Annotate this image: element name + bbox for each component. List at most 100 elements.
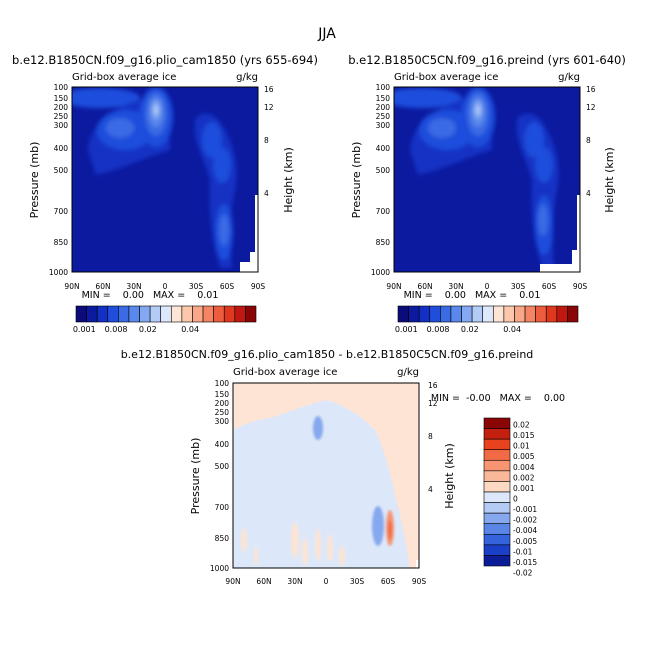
colorbar-swatch <box>213 305 225 323</box>
colorbar-swatch <box>524 305 536 323</box>
colorbar-swatch <box>545 305 558 323</box>
colorbar-swatch <box>483 491 511 503</box>
x-tick-label: 30N <box>126 282 141 291</box>
panel-c: b.e12.B1850CN.f09_g16.plio_cam1850 - b.e… <box>121 348 565 586</box>
colorbar-swatch <box>483 523 511 535</box>
x-tick-label: 90N <box>386 282 401 291</box>
colorbar-label: 0.008 <box>105 325 128 334</box>
colorbar-swatch <box>118 305 130 323</box>
panel-a-stats: MIN = 0.00 MAX = 0.01 <box>82 290 219 301</box>
panel-c-contours <box>233 383 419 568</box>
panel-b-stats: MIN = 0.00 MAX = 0.01 <box>404 290 541 301</box>
y-tick-label: 500 <box>376 166 391 175</box>
colorbar-label: 0.001 <box>73 325 96 334</box>
colorbar-swatch <box>461 305 473 323</box>
colorbar-swatch <box>483 481 511 493</box>
colorbar-label: 0.04 <box>181 325 199 334</box>
panel-a-frame <box>71 86 259 273</box>
panel-c-y2-axis: 16 12 8 4 <box>428 381 438 494</box>
x-tick-label: 0 <box>163 282 168 291</box>
colorbar-swatch <box>429 305 441 323</box>
colorbar-swatch <box>192 305 204 323</box>
y2-tick-label: 4 <box>586 189 591 198</box>
panel-c-frame <box>232 382 420 569</box>
y2-tick-label: 12 <box>586 103 596 112</box>
y2-tick-label: 8 <box>264 136 269 145</box>
panel-b-x-axis: 90N 60N 30N 0 30S 60S 90S <box>386 282 587 291</box>
y-tick-label: 250 <box>54 112 69 121</box>
x-tick-label: 30N <box>448 282 463 291</box>
y2-tick-label: 4 <box>428 485 433 494</box>
x-tick-label: 30S <box>350 577 365 586</box>
panel-a-x-axis: 90N 60N 30N 0 30S 60S 90S <box>64 282 265 291</box>
y2-tick-label: 12 <box>264 103 274 112</box>
colorbar-swatch <box>397 305 409 323</box>
colorbar-swatch <box>440 305 452 323</box>
y-tick-label: 100 <box>54 83 69 92</box>
panel-c-units: g/kg <box>397 367 419 378</box>
colorbar-label: -0.01 <box>513 547 533 556</box>
y2-tick-label: 16 <box>586 85 596 94</box>
panel-c-field-label: Grid-box average ice <box>233 367 337 378</box>
colorbar-swatch <box>139 305 151 323</box>
panel-c-y-axis: 100 150 200 250 300 400 500 700 850 1000 <box>210 379 229 573</box>
colorbar-label: 0.04 <box>503 325 521 334</box>
x-tick-label: 90S <box>573 282 588 291</box>
colorbar-label: -0.002 <box>513 516 537 525</box>
colorbar-swatch <box>483 470 511 482</box>
y-tick-label: 1000 <box>49 268 68 277</box>
colorbar-swatch <box>535 305 547 323</box>
x-tick-label: 90N <box>64 282 79 291</box>
y2-tick-label: 16 <box>428 381 438 390</box>
colorbar-swatch <box>483 428 511 440</box>
colorbar-a: 0.001 0.008 0.02 0.04 <box>73 305 257 334</box>
colorbar-swatch <box>483 417 511 429</box>
x-tick-label: 30S <box>511 282 526 291</box>
y-tick-label: 150 <box>215 390 230 399</box>
colorbar-swatch <box>223 305 236 323</box>
y-tick-label: 400 <box>215 440 230 449</box>
y2-tick-label: 12 <box>428 399 438 408</box>
colorbar-label: -0.005 <box>513 537 537 546</box>
y-tick-label: 150 <box>54 94 69 103</box>
colorbar-label: 0.02 <box>513 421 530 430</box>
colorbar-swatch <box>160 305 172 323</box>
panel-c-y-axis-title: Pressure (mb) <box>189 438 202 515</box>
x-tick-label: 60S <box>542 282 557 291</box>
y-tick-label: 700 <box>54 207 69 216</box>
colorbar-swatch <box>483 438 511 451</box>
panel-c-y2-axis-title: Height (km) <box>443 443 456 509</box>
colorbar-swatch <box>483 459 511 472</box>
colorbar-swatch <box>514 305 526 323</box>
panel-c-x-axis: 90N 60N 30N 0 30S 60S 90S <box>225 577 426 586</box>
colorbar-label: 0 <box>513 495 518 504</box>
y-tick-label: 700 <box>376 207 391 216</box>
y2-tick-label: 8 <box>586 136 591 145</box>
panel-b-units: g/kg <box>558 72 580 83</box>
colorbar-swatch <box>492 305 505 323</box>
y-tick-label: 850 <box>215 534 230 543</box>
panel-b-field-label: Grid-box average ice <box>394 72 498 83</box>
colorbar-swatch <box>202 305 214 323</box>
x-tick-label: 60N <box>417 282 432 291</box>
colorbar-label: 0.02 <box>139 325 157 334</box>
colorbar-label: -0.001 <box>513 505 537 514</box>
y-tick-label: 250 <box>376 112 391 121</box>
y-tick-label: 250 <box>215 408 230 417</box>
colorbar-label: 0.002 <box>513 473 535 482</box>
colorbar-label: 0.015 <box>513 431 535 440</box>
y-tick-label: 200 <box>215 399 230 408</box>
x-tick-label: 90S <box>412 577 427 586</box>
colorbar-swatch <box>128 305 140 323</box>
colorbar-label: 0.005 <box>513 452 535 461</box>
colorbar-swatch <box>556 305 568 323</box>
x-tick-label: 30N <box>287 577 302 586</box>
colorbar-swatch <box>149 305 162 323</box>
y-tick-label: 850 <box>54 238 69 247</box>
y-tick-label: 300 <box>54 121 69 130</box>
y-tick-label: 500 <box>215 462 230 471</box>
y-tick-label: 500 <box>54 166 69 175</box>
x-tick-label: 0 <box>324 577 329 586</box>
